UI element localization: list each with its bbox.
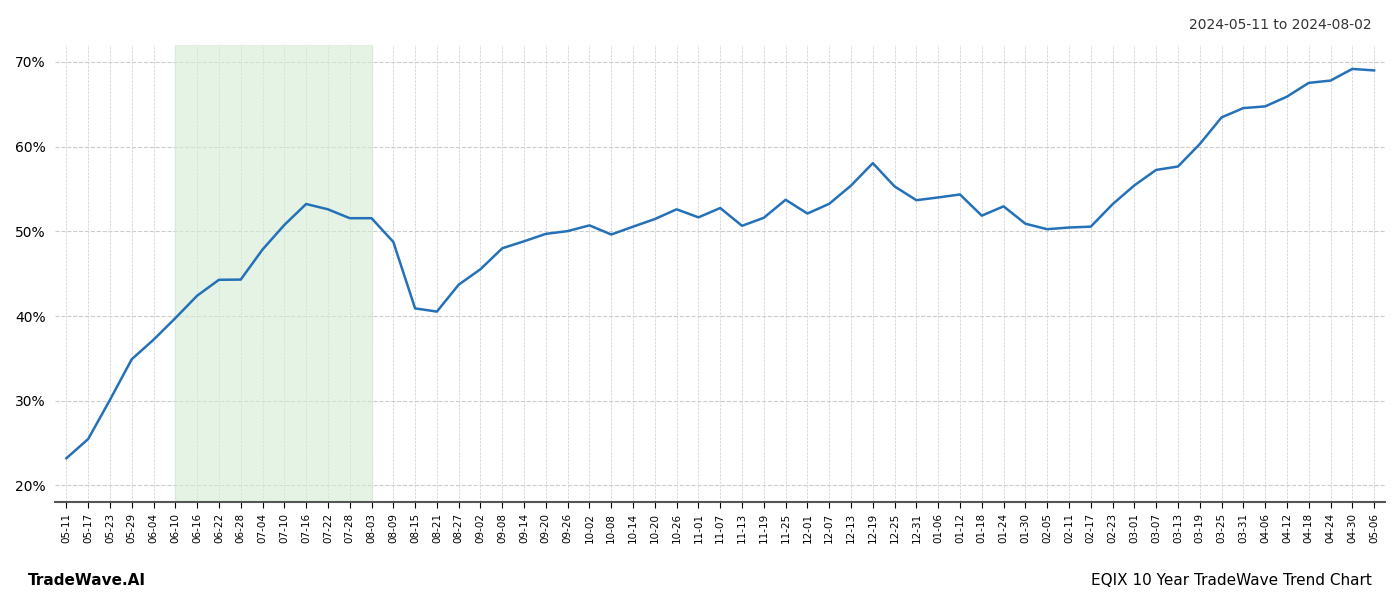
Text: 2024-05-11 to 2024-08-02: 2024-05-11 to 2024-08-02: [1190, 18, 1372, 32]
Text: TradeWave.AI: TradeWave.AI: [28, 573, 146, 588]
Bar: [175, 45, 371, 502]
Text: EQIX 10 Year TradeWave Trend Chart: EQIX 10 Year TradeWave Trend Chart: [1091, 573, 1372, 588]
